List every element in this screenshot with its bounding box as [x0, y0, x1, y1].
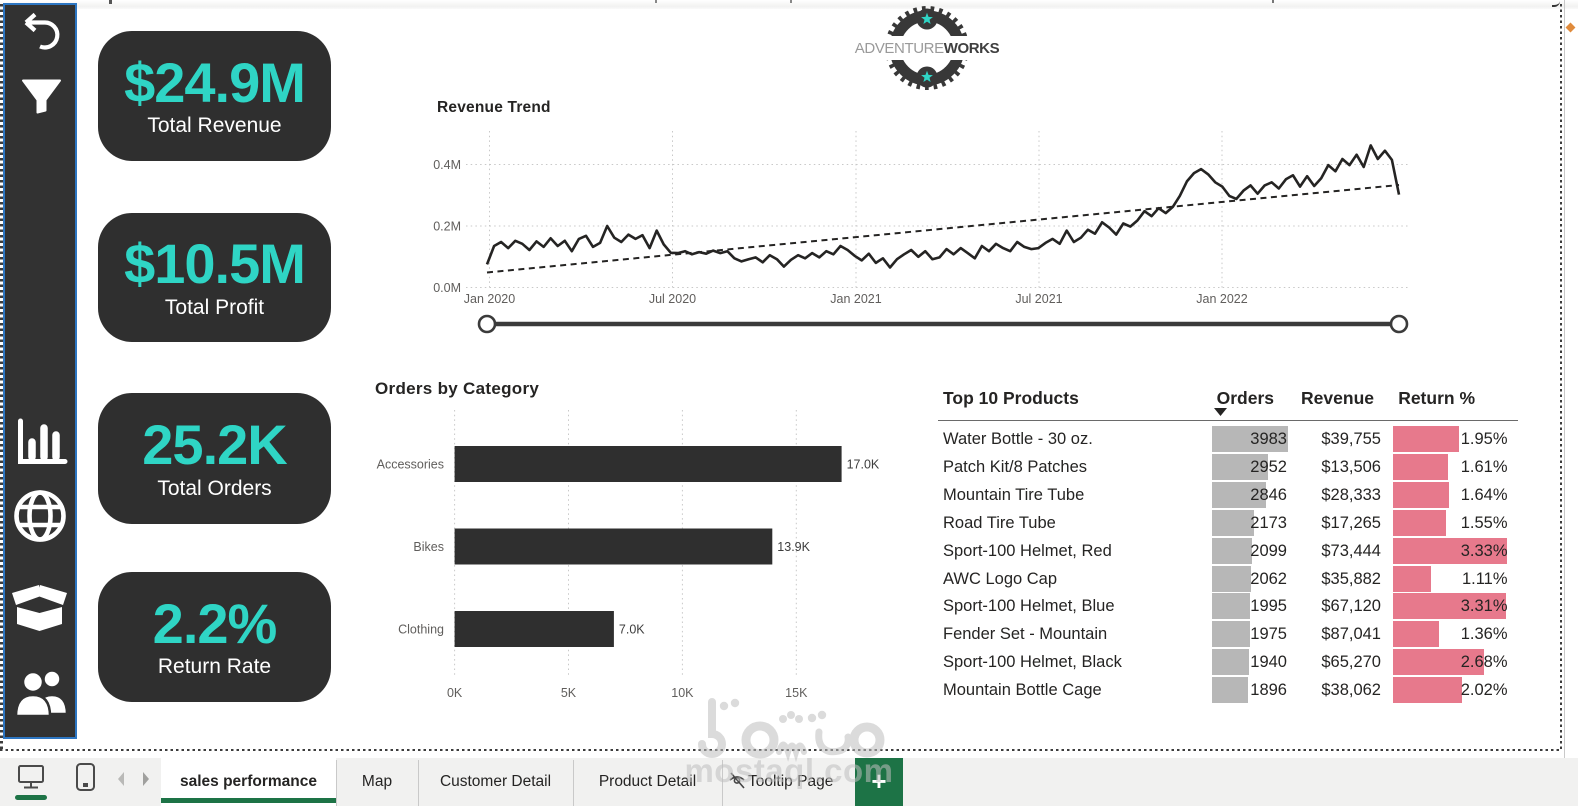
svg-text:13.9K: 13.9K — [777, 540, 810, 554]
svg-text:7.0K: 7.0K — [619, 623, 645, 637]
svg-text:Jan 2020: Jan 2020 — [464, 292, 515, 306]
svg-text:17.0K: 17.0K — [847, 458, 880, 472]
svg-text:5K: 5K — [561, 686, 577, 700]
svg-text:Jul 2021: Jul 2021 — [1015, 292, 1062, 306]
svg-text:Accessories: Accessories — [377, 458, 444, 472]
svg-text:0K: 0K — [447, 686, 463, 700]
svg-text:Clothing: Clothing — [398, 623, 444, 637]
svg-text:ADVENTUREWORKS: ADVENTUREWORKS — [855, 40, 1000, 57]
svg-text:Jan 2021: Jan 2021 — [830, 292, 881, 306]
svg-text:0.4M: 0.4M — [433, 158, 461, 172]
svg-text:15K: 15K — [785, 686, 808, 700]
svg-text:Jul 2020: Jul 2020 — [649, 292, 696, 306]
svg-text:10K: 10K — [671, 686, 694, 700]
svg-text:0.2M: 0.2M — [433, 220, 461, 234]
svg-text:0.0M: 0.0M — [433, 281, 461, 295]
svg-text:Bikes: Bikes — [413, 540, 444, 554]
svg-text:Jan 2022: Jan 2022 — [1196, 292, 1247, 306]
